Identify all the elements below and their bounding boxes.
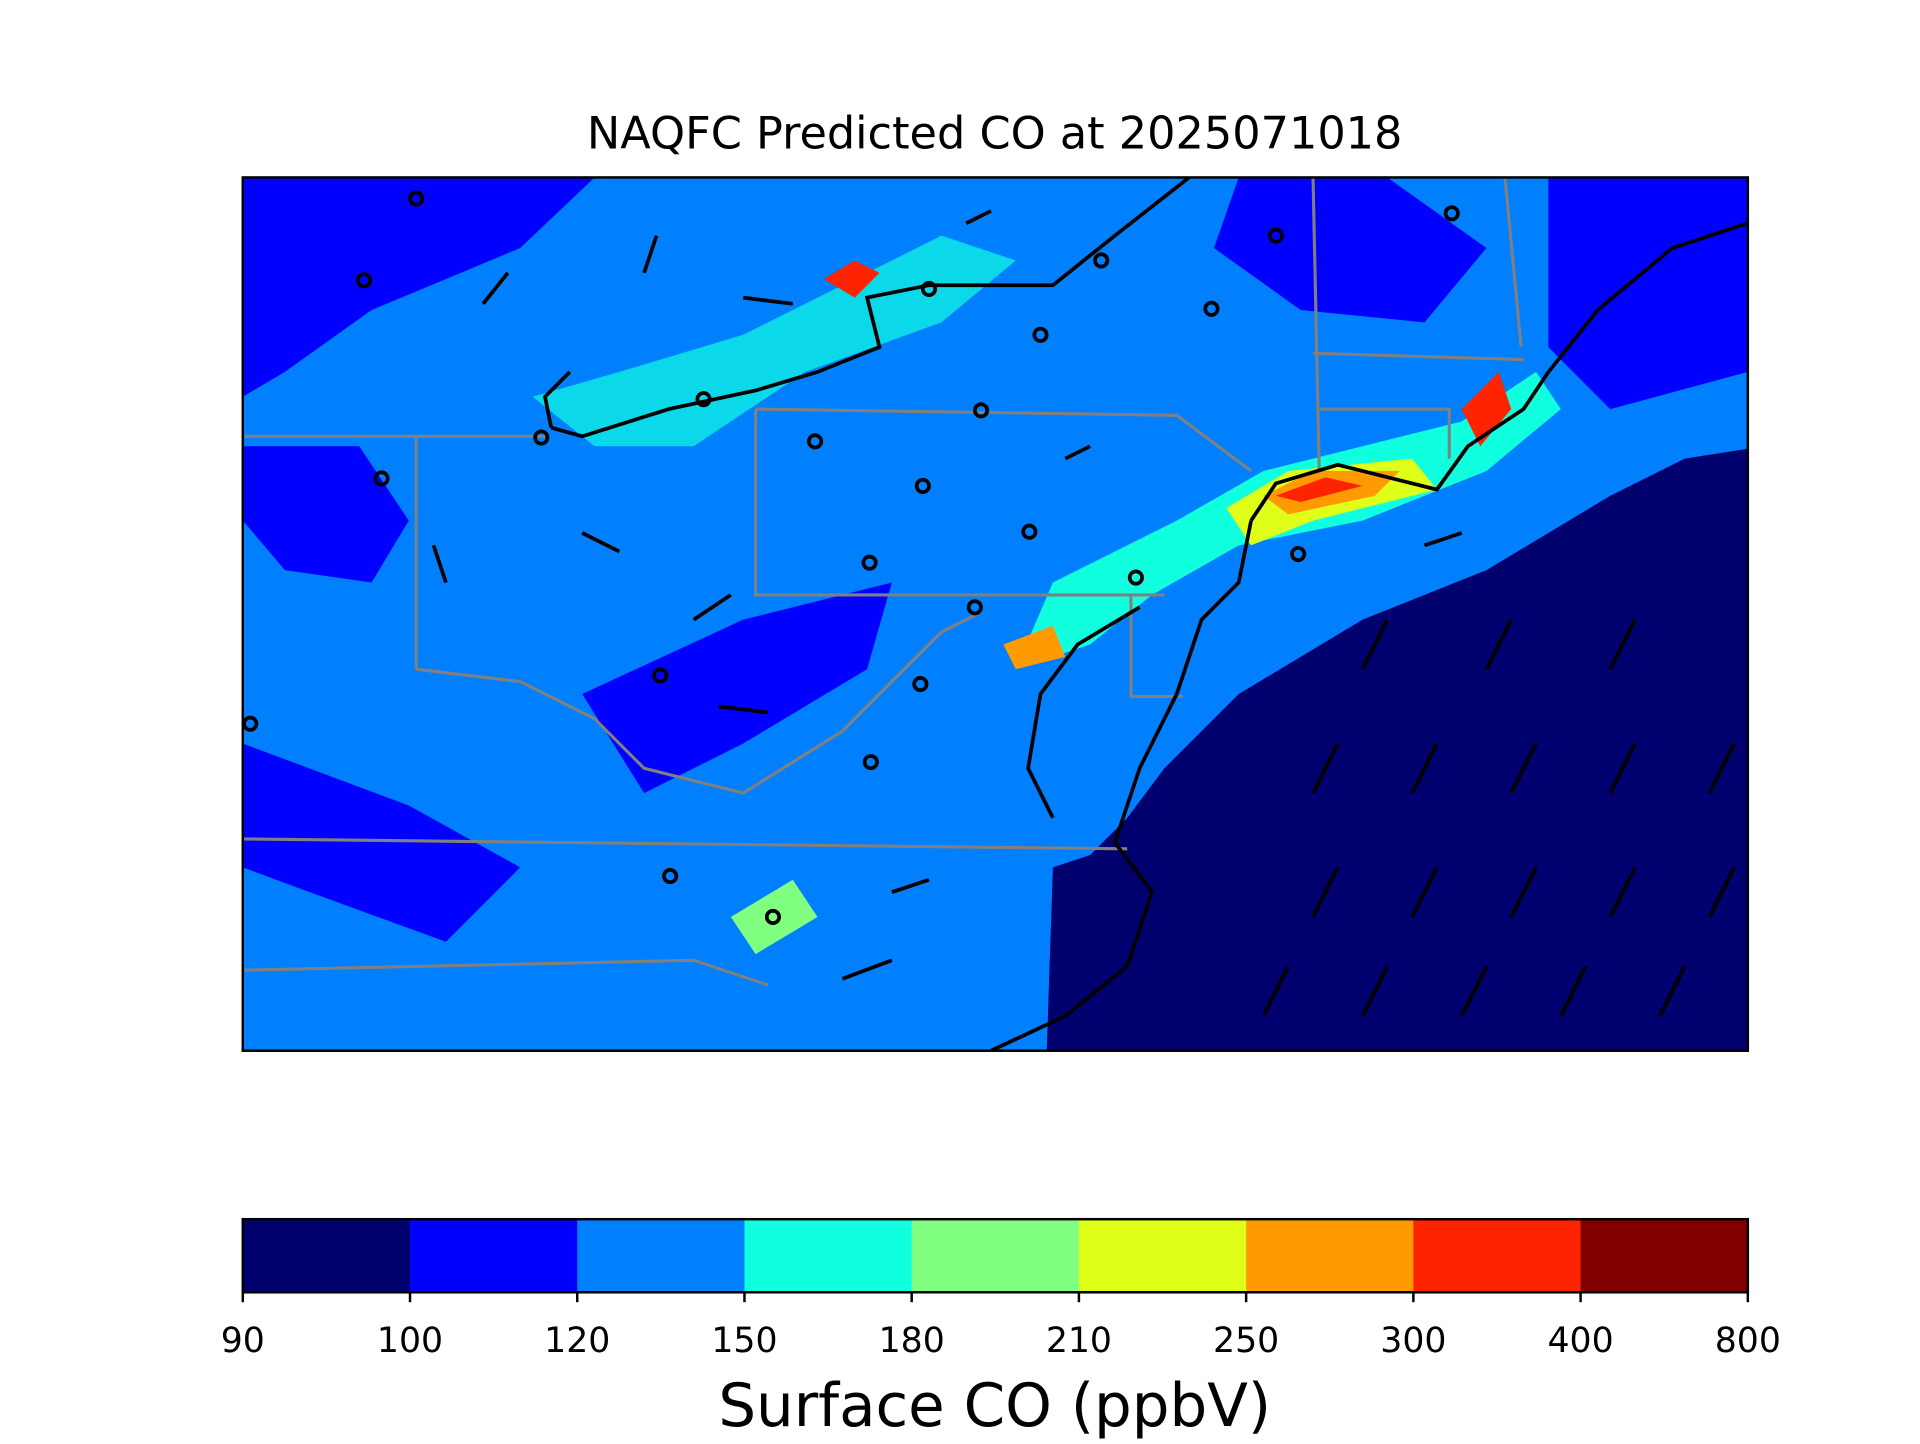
low-region <box>242 446 409 583</box>
high-region <box>1003 625 1066 670</box>
low-region <box>242 743 521 942</box>
colorbar-segment <box>1078 1219 1247 1293</box>
colorbar-segment <box>1246 1219 1414 1293</box>
colorbar-segment <box>1580 1219 1749 1293</box>
map-frame <box>241 176 1750 1052</box>
colorbar-tick-label: 400 <box>1547 1321 1613 1361</box>
low-region <box>1213 177 1487 323</box>
colorbar-segment <box>744 1219 913 1293</box>
colorbar-frame <box>241 1217 1750 1294</box>
colorbar-tick-label: 800 <box>1715 1321 1781 1361</box>
low-region <box>582 582 892 794</box>
colorbar-segment <box>577 1219 746 1293</box>
peak-region <box>823 260 880 298</box>
peak-region <box>1461 371 1512 447</box>
ocean-low-region <box>1046 448 1748 1051</box>
colorbar-tick-label: 300 <box>1380 1321 1446 1361</box>
colorbar-tick-label: 100 <box>377 1321 443 1361</box>
coastlines <box>543 177 1748 1051</box>
map-title: NAQFC Predicted CO at 2025071018 <box>587 108 1403 160</box>
colorbar-tick-label: 180 <box>879 1321 945 1361</box>
colorbar-tick-label: 120 <box>544 1321 610 1361</box>
sites <box>242 190 1460 926</box>
low-region <box>1548 177 1748 410</box>
colorbar-segment <box>410 1219 578 1293</box>
colorbar: 90 100 120 150 180 210 250 300 400 800 <box>221 1217 1781 1361</box>
map <box>242 177 1748 1051</box>
colorbar-tick-label: 250 <box>1213 1321 1279 1361</box>
colorbar-segment <box>1413 1219 1582 1293</box>
elevated-region <box>532 235 1016 447</box>
colorbar-tick-label: 90 <box>221 1321 265 1361</box>
colorbar-segment <box>242 1219 411 1293</box>
colorbar-tick-label: 150 <box>711 1321 777 1361</box>
wind-barbs <box>431 209 1736 1017</box>
elevated-region <box>730 879 818 955</box>
colorbar-tick-label: 210 <box>1046 1321 1112 1361</box>
peak-region <box>1275 477 1363 502</box>
colorbar-segment <box>911 1219 1080 1293</box>
state-borders <box>242 177 1524 987</box>
low-region <box>242 177 595 397</box>
colorbar-label: Surface CO (ppbV) <box>718 1372 1271 1440</box>
